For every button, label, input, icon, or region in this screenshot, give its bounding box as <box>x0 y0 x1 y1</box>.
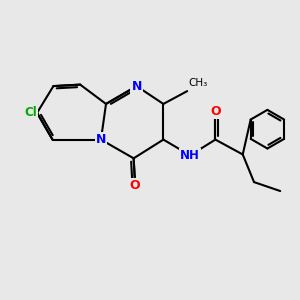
Text: CH₃: CH₃ <box>189 78 208 88</box>
Text: N: N <box>96 133 106 146</box>
Text: NH: NH <box>180 149 200 162</box>
Text: O: O <box>130 178 140 192</box>
Text: O: O <box>210 106 221 118</box>
Text: N: N <box>131 80 142 93</box>
Text: Cl: Cl <box>25 106 38 119</box>
